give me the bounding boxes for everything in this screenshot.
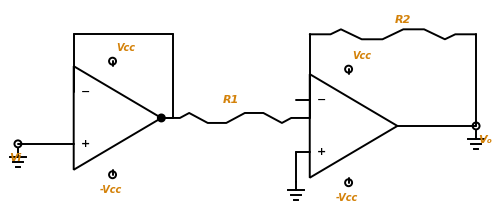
Text: −: − xyxy=(317,95,327,105)
Text: +: + xyxy=(81,139,90,149)
Text: Vi: Vi xyxy=(9,153,21,163)
Text: -Vcc: -Vcc xyxy=(99,185,122,195)
Text: +: + xyxy=(317,147,327,157)
Circle shape xyxy=(158,114,165,121)
Text: Vcc: Vcc xyxy=(117,43,135,53)
Text: −: − xyxy=(81,87,90,97)
Text: Vcc: Vcc xyxy=(353,51,371,61)
Text: R1: R1 xyxy=(222,95,239,105)
Text: -Vcc: -Vcc xyxy=(335,193,358,203)
Text: R2: R2 xyxy=(395,15,411,25)
Text: Vₒ: Vₒ xyxy=(478,135,492,145)
